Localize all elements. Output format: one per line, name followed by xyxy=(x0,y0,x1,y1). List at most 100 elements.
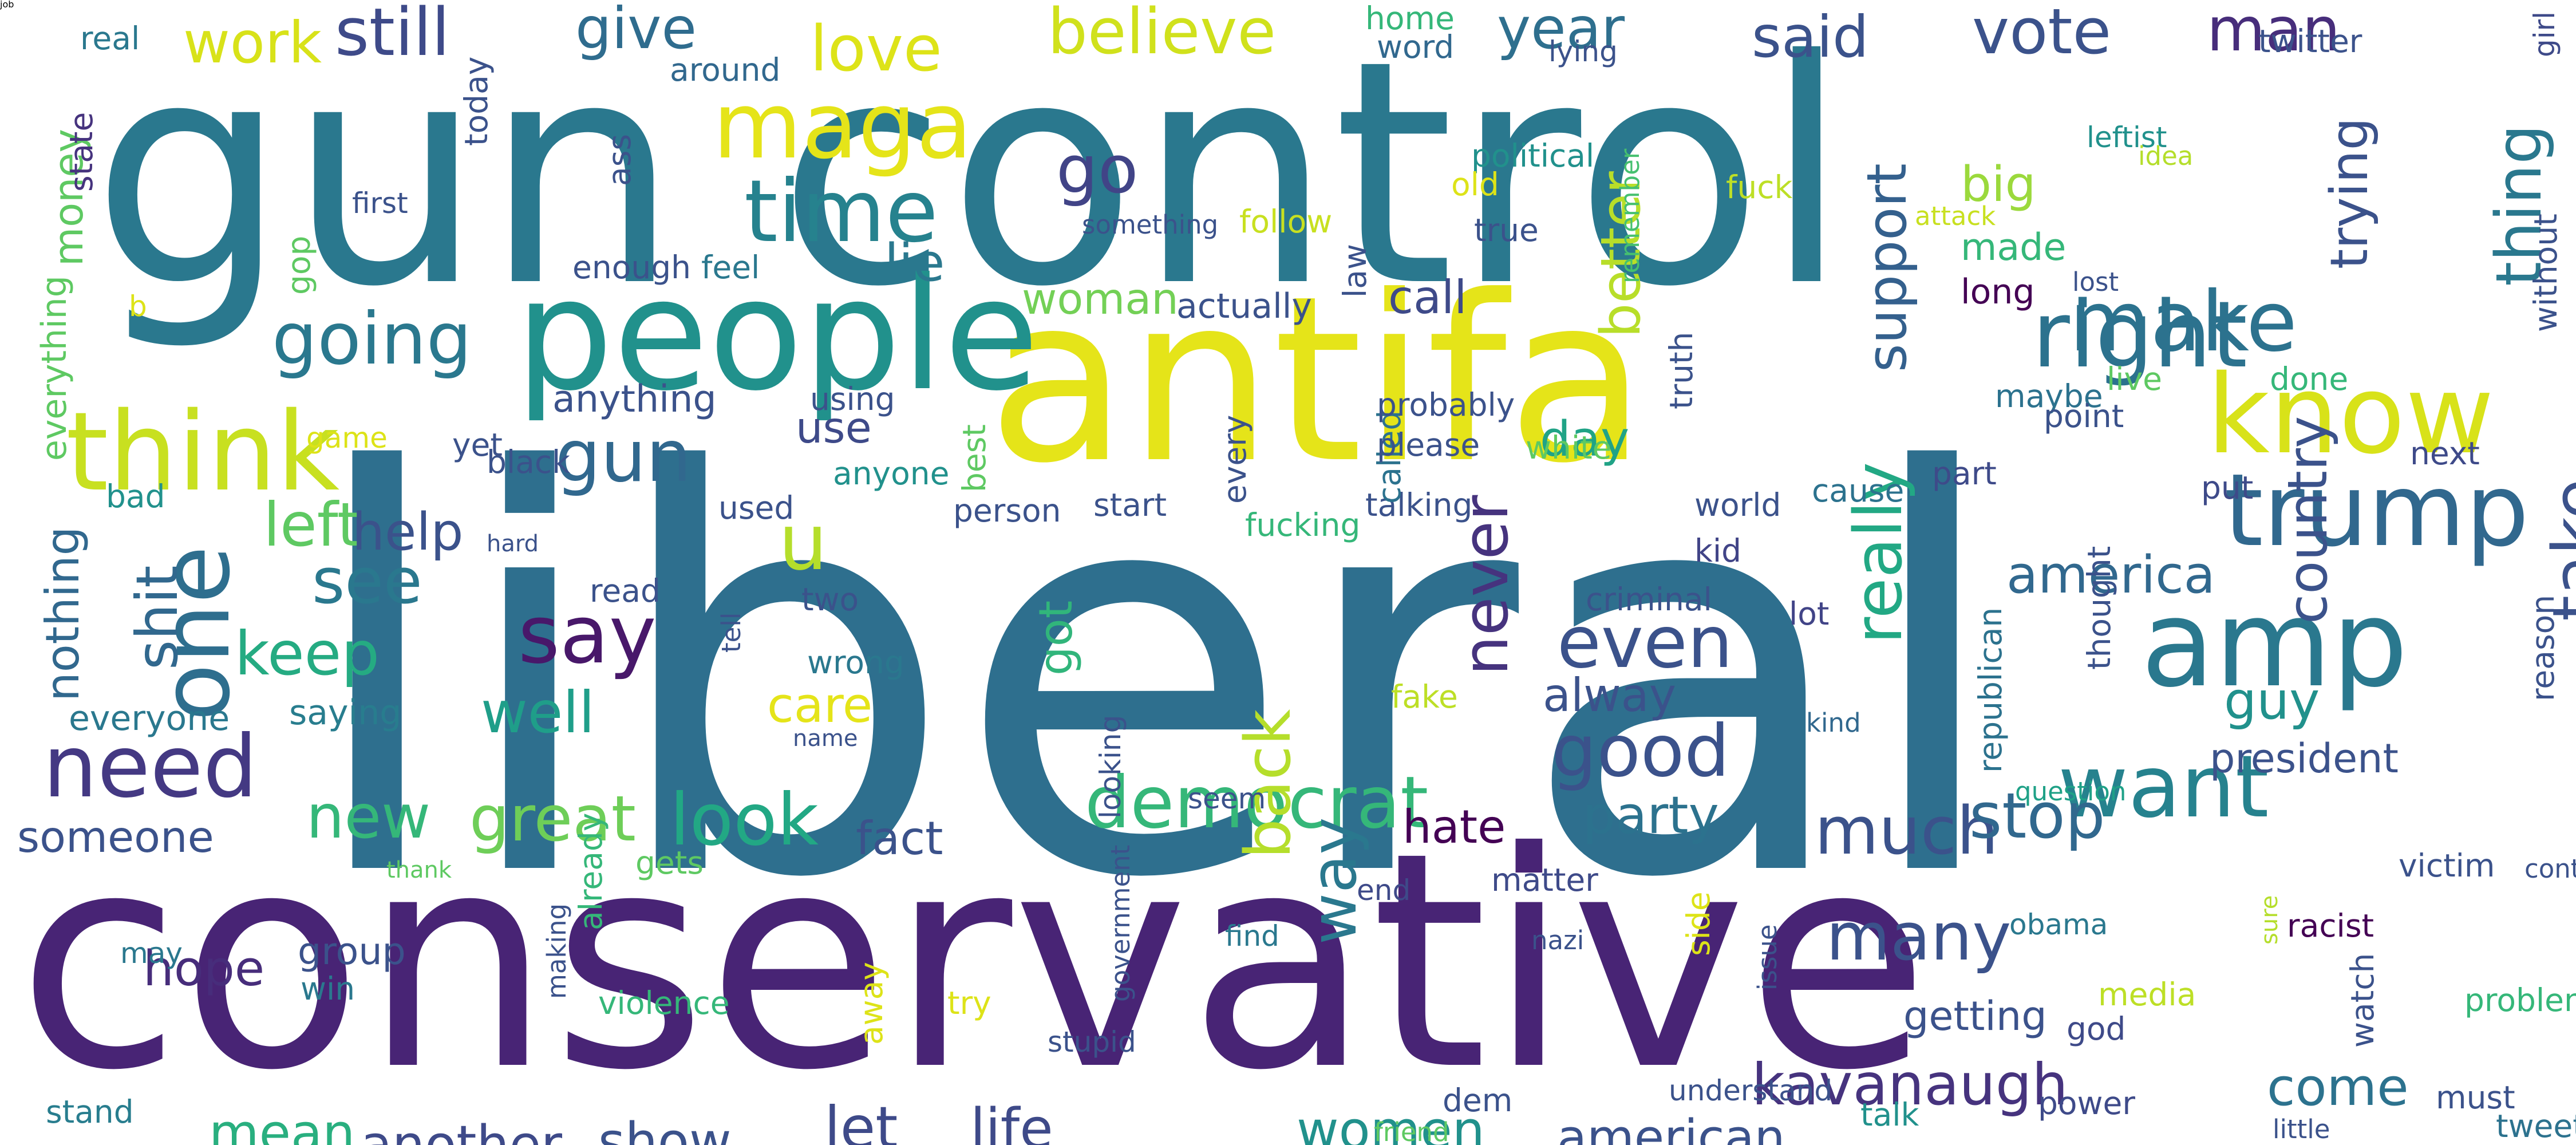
word-seem: seem xyxy=(1188,782,1266,815)
word-everyone: everyone xyxy=(69,698,230,739)
word-year: year xyxy=(1497,0,1625,62)
word-think: think xyxy=(66,389,340,515)
word-know: know xyxy=(2207,352,2495,478)
word-away: away xyxy=(853,962,890,1045)
word-got: got xyxy=(1029,600,1082,676)
word-maybe: maybe xyxy=(1995,378,2103,414)
word-government: government xyxy=(1105,844,1136,1002)
word-two: two xyxy=(801,581,859,618)
word-come: come xyxy=(2267,1057,2409,1118)
word-many: many xyxy=(1826,899,2012,976)
word-must: must xyxy=(2436,1079,2515,1116)
word-game: game xyxy=(306,421,388,455)
word-actually: actually xyxy=(1176,286,1312,326)
word-wrong: wrong xyxy=(807,644,904,681)
word-understand: understand xyxy=(1669,1074,1833,1107)
word-going: going xyxy=(272,298,472,381)
word-issue: issue xyxy=(1752,924,1783,990)
word-shit: shit xyxy=(124,565,191,670)
word-remember: remember xyxy=(1615,148,1645,283)
word-women: women xyxy=(1297,1100,1485,1145)
word-reason: reason xyxy=(2524,594,2561,701)
word-saying: saying xyxy=(289,693,402,733)
word-look: look xyxy=(670,779,819,862)
word-stop: stop xyxy=(1969,779,2105,852)
word-mean: mean xyxy=(209,1103,355,1145)
word-gun: gun xyxy=(555,415,692,498)
word-anyone: anyone xyxy=(833,455,950,492)
word-woman: woman xyxy=(1022,274,1179,324)
word-day: day xyxy=(1540,411,1630,468)
word-little: little xyxy=(2273,1114,2330,1144)
word-gets: gets xyxy=(635,844,704,881)
word-make: make xyxy=(2069,274,2298,370)
word-may: may xyxy=(120,937,183,970)
word-show: show xyxy=(598,1112,732,1145)
word-kid: kid xyxy=(1694,532,1742,569)
word-guy: guy xyxy=(2224,671,2320,731)
word-leftist: leftist xyxy=(2087,121,2167,154)
word-conservative: conservative xyxy=(17,788,1930,1135)
word-used: used xyxy=(718,489,795,526)
word-yet: yet xyxy=(452,427,503,463)
word-part: part xyxy=(1932,455,1997,492)
word-kavanaugh: kavanaugh xyxy=(1752,1051,2068,1118)
word-go: go xyxy=(1056,132,1139,208)
word-democrat: democrat xyxy=(1085,761,1429,844)
word-fuck: fuck xyxy=(1726,169,1793,206)
word-matter: matter xyxy=(1491,862,1598,898)
word-girl: girl xyxy=(2528,11,2561,57)
word-work: work xyxy=(183,9,322,76)
word-kind: kind xyxy=(1806,708,1861,738)
word-talking: talking xyxy=(1365,487,1473,523)
word-power: power xyxy=(2038,1085,2135,1122)
word-need: need xyxy=(43,717,258,817)
word-president: president xyxy=(2210,735,2399,782)
word-live: live xyxy=(2107,361,2162,397)
word-lie: lie xyxy=(884,233,945,293)
word-maga: maga xyxy=(713,72,973,179)
word-next: next xyxy=(2410,435,2480,472)
word-america: america xyxy=(2006,545,2215,605)
word-without: without xyxy=(2527,214,2564,332)
word-still: still xyxy=(335,0,450,71)
word-stand: stand xyxy=(46,1093,134,1130)
word-fucking: fucking xyxy=(1245,507,1361,543)
word-stupid: stupid xyxy=(1048,1025,1136,1059)
word-left: left xyxy=(263,490,361,560)
word-using: using xyxy=(810,381,895,417)
word-keep: keep xyxy=(235,619,380,689)
word-gun-control: gun control xyxy=(92,0,1850,354)
word-victim: victim xyxy=(2399,847,2495,884)
word-world: world xyxy=(1694,487,1781,523)
word-idea: idea xyxy=(2138,141,2194,171)
word-name: name xyxy=(793,725,858,752)
word-give: give xyxy=(575,0,697,62)
word-hard: hard xyxy=(487,531,539,557)
word-everything: everything xyxy=(34,275,74,461)
word-watch: watch xyxy=(2344,953,2381,1048)
word-real: real xyxy=(80,20,140,57)
word-let: let xyxy=(824,1094,898,1145)
word-thank: thank xyxy=(386,857,452,883)
word-help: help xyxy=(352,502,464,562)
word-old: old xyxy=(1451,166,1499,203)
word-every: every xyxy=(1216,414,1253,504)
word-even: even xyxy=(1557,601,1733,684)
word-truth: truth xyxy=(1663,331,1700,409)
word-vote: vote xyxy=(1972,0,2112,68)
word-trump: trump xyxy=(2224,453,2530,569)
word-looking: looking xyxy=(1094,714,1127,819)
word-getting: getting xyxy=(1903,993,2047,1040)
word-violence: violence xyxy=(598,985,730,1021)
word-support: support xyxy=(1856,163,1919,372)
word-well: well xyxy=(481,679,595,746)
word-nothing: nothing xyxy=(36,526,89,701)
word-read: read xyxy=(590,572,661,609)
word-end: end xyxy=(1357,874,1411,907)
word-hope: hope xyxy=(143,941,265,997)
word-u: u xyxy=(779,498,828,587)
word-ass: ass xyxy=(601,133,638,186)
word-follow: follow xyxy=(1239,203,1333,240)
word-country: country xyxy=(2277,416,2340,624)
